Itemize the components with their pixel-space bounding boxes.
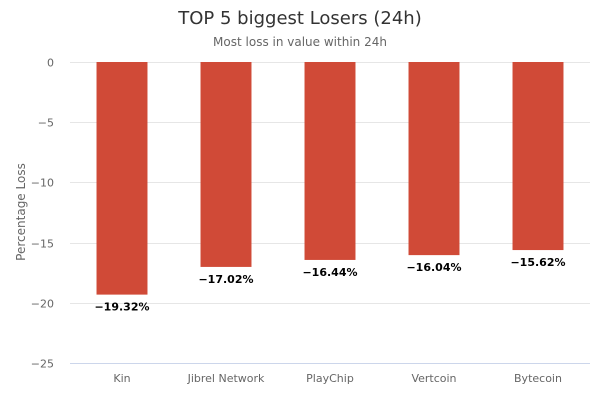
x-tick-label: Vertcoin [411,372,456,385]
bar-value-label: −17.02% [198,273,253,286]
bar[interactable] [304,62,356,260]
y-axis-ticks: 0 −5 −10 −15 −20 −25 [31,57,54,371]
bar-value-label: −16.04% [406,261,461,274]
y-tick-label: −15 [31,238,54,251]
y-tick-label: 0 [47,57,54,70]
data-labels: −19.32% −17.02% −16.44% −16.04% −15.62% [94,256,565,314]
y-axis-title: Percentage Loss [14,163,28,261]
y-tick-label: −20 [31,298,54,311]
bar[interactable] [200,62,252,267]
y-tick-label: −25 [31,358,54,371]
bar[interactable] [512,62,564,251]
y-tick-label: −5 [38,117,54,130]
y-tick-label: −10 [31,177,54,190]
x-tick-label: Kin [113,372,130,385]
x-tick-label: Bytecoin [514,372,562,385]
x-tick-label: PlayChip [306,372,354,385]
bar-value-label: −16.44% [302,266,357,279]
bar[interactable] [96,62,148,295]
bar-value-label: −19.32% [94,301,149,314]
bar-value-label: −15.62% [510,256,565,269]
chart-subtitle: Most loss in value within 24h [213,35,387,49]
bars [96,62,564,295]
x-axis-ticks: Kin Jibrel Network PlayChip Vertcoin Bytecoi… [113,372,562,385]
x-tick-label: Jibrel Network [187,372,265,385]
bar[interactable] [408,62,460,256]
chart-title: TOP 5 biggest Losers (24h) [177,8,421,29]
